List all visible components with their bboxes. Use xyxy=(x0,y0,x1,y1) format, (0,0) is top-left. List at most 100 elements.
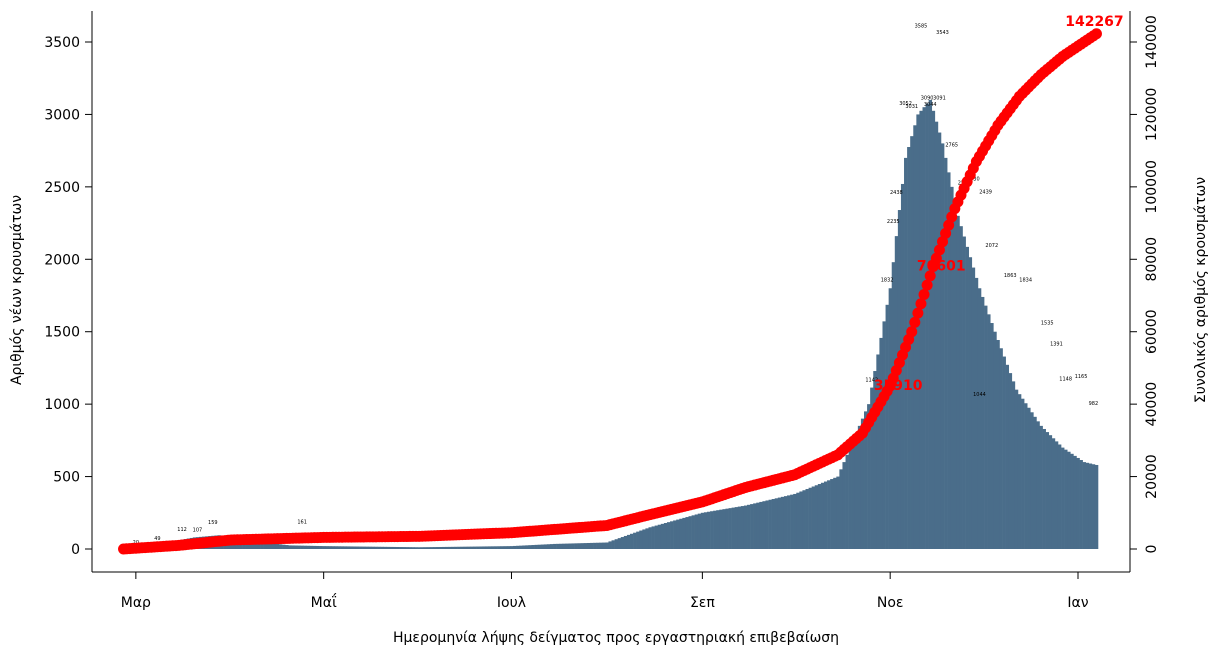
bar xyxy=(424,547,427,549)
bar xyxy=(999,348,1002,549)
y-tick-label: 0 xyxy=(71,542,80,558)
bar xyxy=(784,496,787,549)
bar xyxy=(535,545,538,549)
y-tick-label: 2000 xyxy=(44,252,80,268)
bar xyxy=(602,543,605,549)
bar xyxy=(325,546,328,549)
bar xyxy=(821,483,824,549)
y-axis-title: Αριθμός νέων κρουσμάτων xyxy=(9,195,25,385)
bar xyxy=(307,546,310,549)
bar xyxy=(886,305,889,549)
bar xyxy=(1015,390,1018,549)
x-axis-title: Ημερομηνία λήψης δείγματος προς εργαστηρ… xyxy=(393,630,839,646)
bar xyxy=(350,546,353,549)
bar xyxy=(849,448,852,549)
bar xyxy=(824,482,827,549)
bar xyxy=(802,490,805,549)
cumulative-point xyxy=(912,308,923,319)
bar xyxy=(725,509,728,549)
bar xyxy=(670,521,673,549)
bar xyxy=(387,547,390,549)
bar xyxy=(1089,464,1092,549)
bar xyxy=(331,546,334,549)
bar-value-label: 3585 xyxy=(915,24,928,30)
bar xyxy=(738,507,741,549)
bar xyxy=(1064,450,1067,549)
bar xyxy=(399,547,402,549)
cumulative-point xyxy=(906,326,917,337)
bar xyxy=(371,547,374,549)
bar xyxy=(510,546,513,549)
bar xyxy=(538,545,541,549)
bar xyxy=(587,543,590,549)
bar xyxy=(778,498,781,549)
bar xyxy=(735,507,738,549)
bar xyxy=(852,440,855,549)
x-tick-label: Ιουλ xyxy=(497,595,526,611)
bar xyxy=(759,502,762,549)
bar xyxy=(279,544,282,549)
bar xyxy=(473,547,476,549)
bar xyxy=(427,547,430,549)
bar xyxy=(882,321,885,549)
cumulative-value-label: 142267 xyxy=(1065,14,1123,30)
bar xyxy=(504,546,507,549)
bar xyxy=(298,546,301,549)
bar xyxy=(710,511,713,549)
bar xyxy=(418,547,421,549)
bar xyxy=(932,111,935,549)
bar xyxy=(987,314,990,549)
bar xyxy=(790,495,793,549)
bar xyxy=(765,500,768,549)
bar xyxy=(941,143,944,549)
bar xyxy=(873,371,876,549)
bar xyxy=(282,545,285,549)
bar xyxy=(288,545,291,549)
bar xyxy=(913,125,916,549)
bar xyxy=(562,544,565,549)
bar xyxy=(747,505,750,549)
y-tick-label: 1000 xyxy=(44,397,80,413)
bar-value-label: 161 xyxy=(297,520,307,526)
bar xyxy=(507,546,510,549)
bar xyxy=(919,111,922,549)
bar xyxy=(889,288,892,549)
bar xyxy=(830,479,833,549)
bar-value-label: 1148 xyxy=(1059,377,1072,383)
bar xyxy=(1076,458,1079,549)
bar xyxy=(966,247,969,549)
bar xyxy=(762,501,765,549)
bar xyxy=(304,546,307,549)
bar xyxy=(461,547,464,549)
bar xyxy=(378,547,381,549)
bar xyxy=(729,508,732,549)
bar xyxy=(935,122,938,549)
bar xyxy=(892,262,895,549)
bar xyxy=(1061,448,1064,549)
bar xyxy=(470,547,473,549)
cumulative-point xyxy=(909,317,920,328)
bar xyxy=(291,545,294,549)
y2-tick-label: 60000 xyxy=(1144,309,1160,354)
bar xyxy=(707,512,710,549)
y2-tick-label: 120000 xyxy=(1144,88,1160,141)
bar-value-label: 3091 xyxy=(933,95,946,101)
cumulative-point xyxy=(915,298,926,309)
bar xyxy=(1049,435,1052,549)
bar xyxy=(513,546,516,549)
bar xyxy=(630,534,633,549)
cumulative-point xyxy=(922,280,933,291)
y-tick-label: 500 xyxy=(53,470,80,486)
bar xyxy=(578,543,581,549)
bar xyxy=(753,503,756,549)
bar xyxy=(713,511,716,549)
bar xyxy=(310,546,313,549)
bar xyxy=(344,546,347,549)
bar xyxy=(984,306,987,549)
bar xyxy=(679,519,682,549)
bar xyxy=(1003,357,1006,549)
bar xyxy=(1095,465,1098,549)
bar xyxy=(464,547,467,549)
bar-value-label: 49 xyxy=(154,536,160,542)
